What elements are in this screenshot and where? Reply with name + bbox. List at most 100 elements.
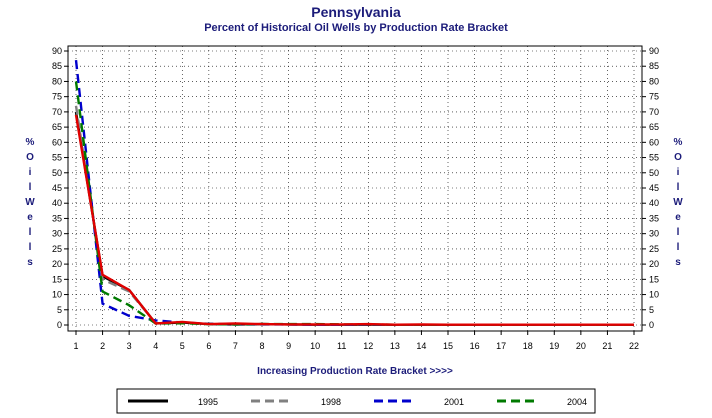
legend-box: [116, 388, 596, 414]
x-tick-label: 6: [206, 341, 211, 351]
y-tick-label-left: 75: [52, 92, 62, 102]
y-axis-label-char: l: [29, 242, 32, 253]
x-tick-label: 3: [127, 341, 132, 351]
y-axis-label-char: l: [677, 182, 680, 193]
y-tick-label-left: 50: [52, 168, 62, 178]
chart-title: Pennsylvania: [311, 4, 401, 20]
y-tick-label-left: 55: [52, 153, 62, 163]
series-line-series-5: [74, 114, 634, 326]
x-tick-label: 13: [390, 341, 400, 351]
series-line-1998: [74, 105, 634, 326]
y-tick-label-left: 40: [52, 198, 62, 208]
y-tick-label-right: 15: [649, 274, 659, 284]
x-tick-label: 19: [549, 341, 559, 351]
y-tick-label-left: 90: [52, 46, 62, 56]
y-tick-label-right: 20: [649, 259, 659, 269]
x-tick-label: 4: [153, 341, 158, 351]
legend-label-1995: 1995: [198, 397, 218, 407]
plot-frame: [67, 45, 643, 332]
y-axis-label-char: O: [26, 152, 34, 163]
y-axis-label-char: l: [29, 227, 32, 238]
x-tick-label: 2: [100, 341, 105, 351]
y-tick-label-right: 90: [649, 46, 659, 56]
x-tick-label: 9: [286, 341, 291, 351]
y-tick-label-right: 25: [649, 244, 659, 254]
x-tick-label: 1: [73, 341, 78, 351]
x-tick-label: 17: [496, 341, 506, 351]
x-tick-label: 11: [337, 341, 346, 351]
y-tick-label-left: 70: [52, 107, 62, 117]
y-tick-label-right: 65: [649, 122, 659, 132]
y-tick-label-left: 20: [52, 259, 62, 269]
y-axis-label-char: e: [27, 212, 33, 223]
y-tick-label-right: 70: [649, 107, 659, 117]
y-tick-label-right: 0: [649, 320, 654, 330]
grid-layer: [68, 46, 642, 331]
chart-subtitle: Percent of Historical Oil Wells by Produ…: [204, 22, 508, 34]
y-tick-label-left: 15: [52, 274, 62, 284]
y-axis-label-char: %: [26, 137, 35, 148]
x-axis-label: Increasing Production Rate Bracket >>>>: [257, 366, 453, 377]
y-tick-label-left: 45: [52, 183, 62, 193]
y-tick-label-left: 30: [52, 229, 62, 239]
y-axis-label-char: W: [673, 197, 683, 208]
y-tick-label-right: 85: [649, 61, 659, 71]
x-tick-label: 22: [629, 341, 639, 351]
y-tick-label-right: 10: [649, 290, 659, 300]
legend: 1995 1998 2001 2004: [128, 397, 587, 407]
y-tick-label-left: 25: [52, 244, 62, 254]
y-axis-label-char: e: [675, 212, 681, 223]
x-tick-label: 10: [310, 341, 320, 351]
y-axis-label-char: i: [677, 167, 680, 178]
x-tick-label: 12: [363, 341, 373, 351]
y-tick-label-left: 35: [52, 213, 62, 223]
x-tick-label: 8: [259, 341, 264, 351]
x-tick-label: 16: [470, 341, 480, 351]
x-tick-label: 21: [602, 341, 612, 351]
y-axis-label-char: O: [674, 152, 682, 163]
y-tick-label-right: 45: [649, 183, 659, 193]
y-tick-label-left: 5: [57, 305, 62, 315]
y-tick-label-right: 80: [649, 76, 659, 86]
y-tick-label-right: 40: [649, 198, 659, 208]
y-tick-label-right: 75: [649, 92, 659, 102]
series-line-2001: [74, 60, 634, 326]
y-tick-label-right: 60: [649, 137, 659, 147]
y-axis-label-char: W: [25, 197, 35, 208]
x-tick-label: 20: [576, 341, 586, 351]
x-tick-label: 5: [180, 341, 185, 351]
y-tick-label-right: 35: [649, 213, 659, 223]
y-tick-label-left: 10: [52, 290, 62, 300]
y-tick-label-right: 5: [649, 305, 654, 315]
y-axis-label-char: l: [677, 227, 680, 238]
x-tick-label: 18: [523, 341, 533, 351]
y-axis-label-char: l: [29, 182, 32, 193]
legend-label-2004: 2004: [567, 397, 587, 407]
y-axis-label-char: %: [674, 137, 683, 148]
y-tick-label-right: 50: [649, 168, 659, 178]
y-tick-label-right: 55: [649, 153, 659, 163]
legend-label-1998: 1998: [321, 397, 341, 407]
y-axis-label-char: s: [27, 257, 33, 268]
x-tick-label: 7: [233, 341, 238, 351]
y-tick-label-left: 0: [57, 320, 62, 330]
series-line-1995: [74, 111, 634, 326]
y-axis-label-char: i: [29, 167, 32, 178]
x-tick-label: 15: [443, 341, 453, 351]
series-layer: [74, 60, 634, 326]
x-tick-label: 14: [416, 341, 426, 351]
y-tick-label-right: 30: [649, 229, 659, 239]
y-tick-label-left: 80: [52, 76, 62, 86]
y-tick-label-left: 60: [52, 137, 62, 147]
y-axis-label-char: s: [675, 257, 681, 268]
series-line-2004: [74, 81, 634, 326]
y-tick-label-left: 85: [52, 61, 62, 71]
y-tick-label-left: 65: [52, 122, 62, 132]
y-axis-label-char: l: [677, 242, 680, 253]
legend-label-2001: 2001: [444, 397, 464, 407]
